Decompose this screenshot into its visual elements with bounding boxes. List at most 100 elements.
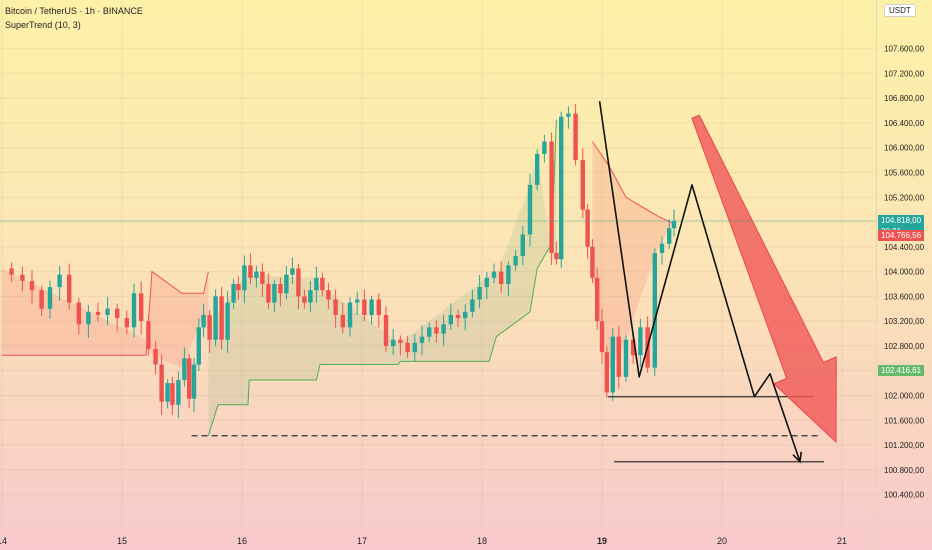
y-tick-label: 103.200,00 [884, 317, 925, 326]
candle-body [248, 265, 253, 278]
y-tick-label: 101.600,00 [884, 416, 925, 425]
candle-body [57, 274, 62, 288]
projection-arrowhead [792, 451, 803, 464]
projection-path [598, 101, 801, 463]
candle-body [219, 296, 224, 340]
supertrend-price-tag: 104.766,56 [878, 230, 925, 242]
candle-body [616, 336, 621, 377]
x-tick-label: 20 [717, 536, 727, 546]
candle-body [566, 113, 571, 117]
candle-body [20, 274, 25, 281]
candle-body [542, 141, 547, 154]
candle-body [29, 280, 35, 291]
x-tick-label: 14 [0, 536, 7, 546]
candle-body [320, 277, 325, 291]
supertrend-fill-down [2, 268, 209, 367]
candle-body [302, 296, 307, 303]
candle-body [595, 277, 600, 322]
candle-body [527, 184, 533, 235]
candle-body [225, 302, 230, 340]
candle-body [455, 314, 461, 319]
candle-body [115, 308, 120, 319]
supertrend-fill-up [208, 119, 557, 436]
candle-body [76, 302, 81, 325]
candle-body [434, 327, 439, 334]
y-tick-label: 102.800,00 [884, 342, 925, 351]
x-tick-label: 17 [357, 536, 367, 546]
candle-body [39, 290, 44, 309]
candle-body [405, 342, 410, 353]
candle-body [333, 299, 338, 315]
candle-body [520, 234, 525, 257]
candle-body [362, 299, 367, 315]
candle-body [326, 290, 331, 300]
candle-body [652, 253, 657, 368]
candle-body [623, 339, 629, 377]
y-tick-label: 105.600,00 [884, 168, 925, 177]
candle-body [196, 327, 201, 365]
candle-body [604, 352, 609, 393]
candle-body [347, 302, 353, 328]
candle-body [254, 271, 259, 278]
candle-body [182, 358, 187, 381]
candle-body [9, 268, 14, 275]
candle-body [165, 383, 170, 402]
candle-body [506, 265, 511, 284]
candle-body [383, 314, 389, 346]
candle-body [340, 314, 345, 328]
candle-body [67, 274, 72, 303]
candle-body [355, 299, 360, 303]
candle-body [573, 113, 578, 161]
candle-body [554, 253, 559, 260]
y-tick-label: 106.800,00 [884, 94, 925, 103]
candle-body [139, 293, 144, 322]
candle-body [631, 339, 636, 356]
candle-body [535, 153, 540, 185]
y-tick-label: 100.400,00 [884, 491, 925, 500]
candle-body [441, 324, 446, 334]
candle-body [484, 277, 489, 288]
candle-body [427, 327, 432, 337]
y-tick-label: 101.200,00 [884, 441, 925, 450]
candle-body [290, 268, 295, 275]
candle-body [170, 383, 175, 405]
candle-body [659, 243, 665, 254]
y-tick-label: 105.200,00 [884, 193, 925, 202]
symbol-title[interactable]: Bitcoin / TetherUS · 1h · BINANCE [5, 6, 143, 16]
candle-body [278, 283, 283, 294]
candle-body [153, 349, 158, 365]
x-tick-label: 15 [117, 536, 127, 546]
candle-body [242, 265, 247, 291]
candle-body [463, 311, 468, 319]
candle-body [272, 283, 277, 303]
candle-body [131, 293, 137, 328]
indicator-label[interactable]: SuperTrend (10, 3) [5, 20, 81, 30]
currency-label[interactable]: USDT [884, 4, 916, 17]
candle-body [296, 268, 301, 297]
candle-body [585, 209, 590, 247]
candle-body [47, 287, 53, 309]
candle-body [266, 283, 271, 303]
candle-body [477, 287, 482, 300]
candle-body [86, 311, 91, 325]
candle-body [610, 336, 615, 393]
price-axis[interactable] [876, 0, 932, 550]
candle-body [176, 380, 181, 405]
candle-body [419, 336, 425, 343]
candle-body [201, 314, 206, 328]
candle-body [391, 339, 396, 346]
candle-body [105, 308, 110, 315]
candle-body [599, 321, 605, 353]
candle-body [376, 299, 381, 315]
y-tick-label: 104.000,00 [884, 268, 925, 277]
y-tick-label: 106.000,00 [884, 144, 925, 153]
x-tick-label: 16 [237, 536, 247, 546]
y-tick-label: 106.400,00 [884, 119, 925, 128]
y-tick-label: 103.600,00 [884, 292, 925, 301]
x-tick-label: 18 [477, 536, 487, 546]
candle-body [308, 290, 313, 303]
candle-body [236, 283, 241, 291]
supertrend-line-down [591, 141, 675, 225]
